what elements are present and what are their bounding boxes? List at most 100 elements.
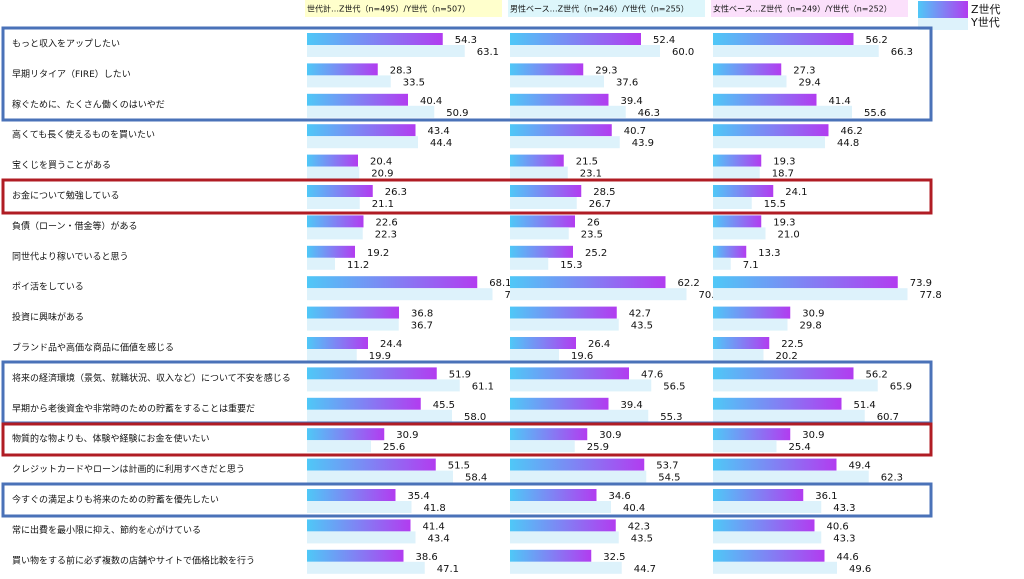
y-bar [510,166,568,179]
panel-header-bg [305,0,502,17]
value-label: 19.9 [369,351,391,362]
z-bar [510,458,645,471]
highlight-box [1,482,933,518]
value-label: 28.5 [593,187,615,198]
y-bar [713,349,764,361]
z-bar [510,519,616,532]
value-label: 13.3 [758,248,780,259]
category-label: 投資に興味がある [12,311,84,323]
y-bar [510,288,687,301]
y-bar [713,379,878,392]
z-bar [510,154,564,167]
z-bar [713,154,762,167]
y-bar [307,379,460,392]
legend-label: Y世代 [970,16,1000,29]
value-label: 19.6 [571,351,593,362]
z-bar [713,215,762,228]
y-bar [713,197,752,209]
value-label: 29.8 [800,321,822,332]
z-bar [307,124,416,137]
z-bar [307,185,373,197]
value-label: 51.4 [854,400,876,411]
value-label: 20.2 [776,351,798,362]
z-bar [307,428,385,441]
panel-header: 世代計…Z世代（n=495）/Y世代（n=507） [307,4,470,14]
category-label: 同世代より稼いでいると思う [12,250,129,262]
value-label: 40.4 [420,96,442,107]
value-label: 25.4 [789,442,811,453]
value-label: 29.3 [595,65,617,76]
value-label: 19.2 [367,248,389,259]
value-label: 54.3 [455,35,477,46]
value-label: 32.5 [603,552,625,563]
value-label: 33.5 [403,77,425,88]
y-bar [307,501,412,513]
z-bar [510,33,641,45]
value-label: 29.4 [799,77,821,88]
value-label: 58.4 [465,473,487,484]
y-bar [510,257,549,270]
category-label: ブランド品や高価な商品に価値を感じる [12,342,174,354]
category-label: 負債（ローン・借金等）がある [12,220,138,232]
value-label: 60.7 [877,412,899,423]
panel-header-bg [711,0,908,17]
value-label: 43.4 [428,126,450,137]
value-label: 44.7 [634,564,656,575]
y-bar [510,197,577,209]
value-label: 54.5 [658,473,680,484]
value-label: 40.6 [827,521,849,532]
value-label: 44.6 [837,552,859,563]
panel-header: 女性ベース…Z世代（n=249）/Y世代（n=252） [713,4,892,14]
z-bar [307,519,411,532]
value-label: 36.8 [411,309,433,320]
y-bar [510,531,619,544]
z-bar [510,245,573,258]
value-label: 46.3 [638,108,660,119]
z-bar [510,367,629,380]
z-bar [307,489,396,501]
y-bar [510,227,569,240]
value-label: 61.1 [472,381,494,392]
z-bar [713,33,854,45]
value-label: 7.1 [743,260,759,271]
category-label: 高くても長く使えるものを買いたい [12,129,155,141]
value-label: 39.4 [621,96,643,107]
value-label: 43.9 [632,138,654,149]
value-label: 77.8 [920,290,942,301]
value-label: 73.9 [910,278,932,289]
value-label: 50.9 [446,108,468,119]
y-bar [510,136,620,149]
value-label: 41.4 [423,521,445,532]
value-label: 42.7 [629,309,651,320]
value-label: 25.6 [383,442,405,453]
category-label: 稼ぐために、たくさん働くのはいやだ [12,98,165,110]
value-label: 15.3 [560,260,582,271]
z-bar [510,397,609,410]
z-bar [307,245,355,258]
y-bar [307,440,371,453]
highlight-boxes [1,26,933,518]
value-label: 40.4 [623,503,645,514]
y-bar [307,288,493,301]
value-label: 47.1 [437,564,459,575]
value-label: 43.3 [833,503,855,514]
category-label: 今すぐの満足よりも将来のための貯蓄を優先したい [12,494,219,506]
value-label: 23.5 [581,229,603,240]
z-bar [510,306,617,319]
value-label: 62.2 [678,278,700,289]
y-bar [510,561,622,574]
z-bar [510,63,584,76]
value-label: 26.3 [385,187,407,198]
value-label: 26.4 [588,339,610,350]
value-label: 22.3 [375,229,397,240]
z-bar [307,215,364,228]
value-label: 37.6 [616,77,638,88]
category-label: ポイ活をしている [12,281,84,293]
value-label: 70.6 [699,290,721,301]
value-label: 55.6 [864,108,886,119]
z-bar [510,489,597,501]
z-bar [713,428,791,441]
z-bar [510,428,588,441]
value-label: 23.1 [580,169,602,180]
category-label: クレジットカードやローンは計画的に利用すべきだと思う [12,463,245,475]
